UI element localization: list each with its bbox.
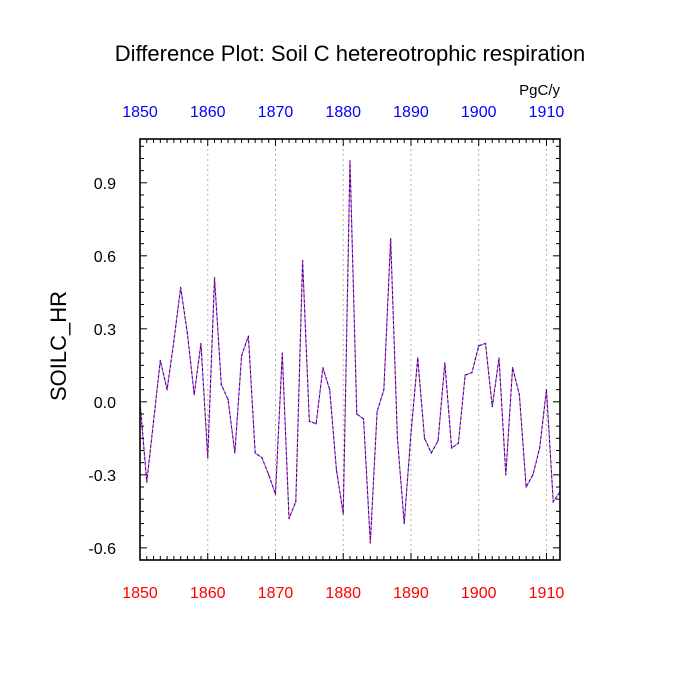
data-point <box>444 362 446 364</box>
data-point <box>423 437 426 439</box>
data-point <box>545 389 548 391</box>
x-tick-label-bottom: 1860 <box>190 585 226 602</box>
data-point <box>362 418 365 420</box>
data-point <box>261 457 263 459</box>
data-point <box>274 493 277 495</box>
x-tick-label-top: 1870 <box>258 104 294 121</box>
chart-title: Difference Plot: Soil C hetereotrophic r… <box>115 41 585 66</box>
plot-frame <box>139 138 561 561</box>
data-series <box>139 160 561 544</box>
data-point <box>227 398 229 400</box>
data-point <box>315 423 317 425</box>
data-point <box>329 389 331 391</box>
data-point <box>498 357 500 359</box>
data-point <box>288 518 290 520</box>
x-tick-label-top: 1910 <box>529 104 565 121</box>
data-point <box>220 384 222 386</box>
data-point <box>478 345 480 347</box>
data-point <box>437 440 439 442</box>
x-tick-label-bottom: 1890 <box>393 585 429 602</box>
data-point <box>281 352 283 354</box>
data-point <box>376 410 378 413</box>
data-point <box>268 474 270 476</box>
tick-labels: 1850 1850 1860 1860 1870 1870 1880 1880 1890 1890… <box>88 104 564 602</box>
data-point <box>322 367 324 369</box>
units-label: PgC/y <box>519 82 560 99</box>
data-point <box>193 393 195 396</box>
data-point <box>247 335 249 337</box>
data-point <box>539 447 541 449</box>
x-tick-label-top: 1860 <box>190 104 226 121</box>
data-point <box>511 367 514 369</box>
x-tick-label-bottom: 1910 <box>529 585 565 602</box>
data-point <box>464 374 466 376</box>
data-point <box>552 501 554 503</box>
data-point <box>525 486 527 488</box>
series-line <box>139 160 561 543</box>
data-point <box>186 333 189 335</box>
data-point <box>200 342 202 345</box>
x-tick-label-top: 1890 <box>393 104 429 121</box>
x-tick-label-bottom: 1900 <box>461 585 497 602</box>
data-point <box>234 452 236 454</box>
data-point <box>166 389 168 391</box>
data-point <box>471 372 473 374</box>
data-point <box>430 452 432 454</box>
data-point <box>356 413 358 415</box>
data-point <box>417 357 419 359</box>
data-point <box>342 513 344 515</box>
data-point <box>159 359 161 362</box>
data-point <box>301 260 304 262</box>
y-tick-label: 0.0 <box>94 395 116 412</box>
data-point <box>451 447 453 449</box>
data-point <box>457 442 459 444</box>
x-tick-label-top: 1850 <box>122 104 158 121</box>
data-point <box>152 420 155 422</box>
x-tick-label-bottom: 1850 <box>122 585 158 602</box>
data-point <box>396 437 399 439</box>
data-point <box>173 340 175 342</box>
data-point <box>308 420 310 422</box>
data-point <box>403 522 405 525</box>
data-point <box>241 354 243 357</box>
data-point <box>369 542 371 544</box>
data-point <box>491 406 493 408</box>
data-point <box>383 389 385 391</box>
x-tick-label-top: 1900 <box>461 104 497 121</box>
x-tick-label-bottom: 1880 <box>325 585 361 602</box>
y-tick-label: 0.9 <box>94 176 116 193</box>
tick-marks <box>139 139 561 561</box>
gridlines <box>207 139 547 560</box>
y-tick-label: 0.6 <box>94 249 116 266</box>
data-point <box>518 393 520 396</box>
data-point <box>349 160 351 162</box>
data-point <box>207 457 209 459</box>
y-tick-label: -0.6 <box>88 541 116 558</box>
data-point <box>484 342 487 345</box>
x-tick-label-bottom: 1870 <box>258 585 294 602</box>
y-tick-label: -0.3 <box>88 468 116 485</box>
y-axis-label: SOILC_HR <box>46 291 71 401</box>
data-point <box>180 286 182 289</box>
data-point <box>146 481 148 483</box>
data-point <box>254 452 256 454</box>
data-point <box>390 238 392 240</box>
x-tick-label-top: 1880 <box>325 104 361 121</box>
data-point <box>505 474 507 476</box>
data-point <box>213 277 216 279</box>
data-point <box>295 501 297 503</box>
data-point <box>532 474 534 476</box>
series-line-overlay <box>139 160 561 543</box>
data-point <box>335 469 338 471</box>
y-tick-label: 0.3 <box>94 322 116 339</box>
data-point <box>410 432 412 435</box>
